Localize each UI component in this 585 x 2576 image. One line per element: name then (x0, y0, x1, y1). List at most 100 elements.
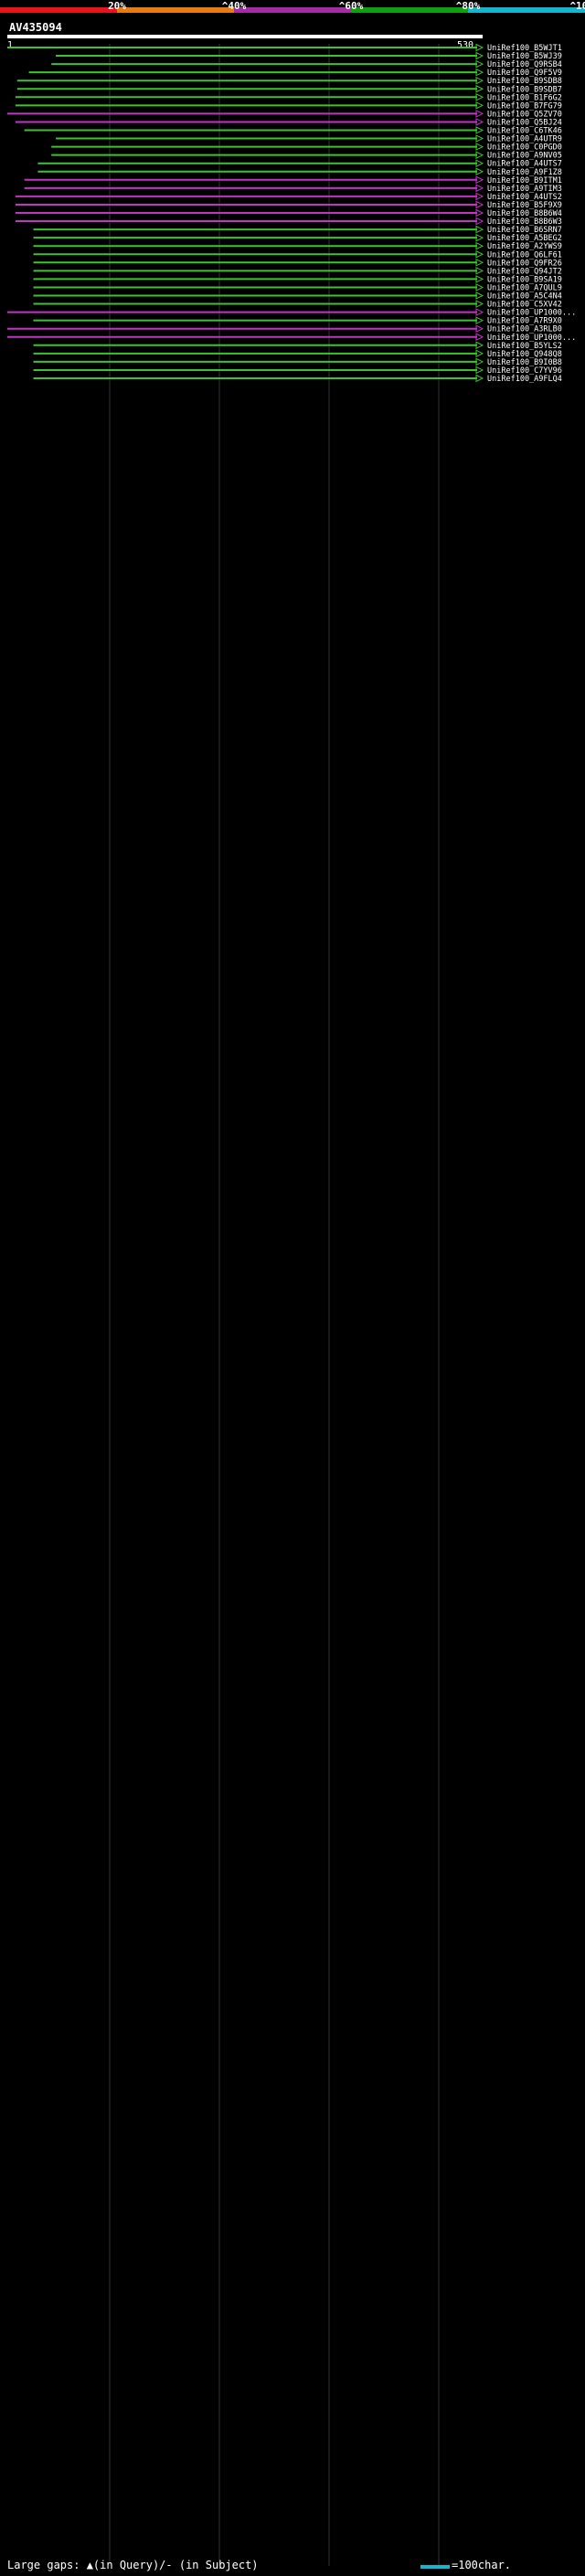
hit-end-arrow (475, 324, 484, 334)
hit-label[interactable]: UniRef100_A5C4N4 (487, 292, 562, 302)
legend-tick-label: ^40% (221, 0, 247, 12)
hit-end-arrow (475, 68, 484, 77)
legend-segment (117, 7, 235, 13)
hit-label[interactable]: UniRef100_UP1000... (487, 334, 576, 343)
hit-end-arrow (475, 225, 484, 234)
hit-label[interactable]: UniRef100_B9SA19 (487, 275, 562, 284)
hit-end-arrow (475, 143, 484, 151)
hit-end-arrow (475, 175, 484, 185)
hit-label[interactable]: UniRef100_A3RLB0 (487, 325, 562, 334)
hit-label[interactable]: UniRef100_B9SDB8 (487, 77, 562, 86)
hit-label[interactable]: UniRef100_B8B6W3 (487, 217, 562, 227)
hit-label[interactable]: UniRef100_C5XV42 (487, 301, 562, 310)
hit-label[interactable]: UniRef100_A4UTS7 (487, 160, 562, 169)
hit-end-arrow (475, 192, 484, 201)
hit-label[interactable]: UniRef100_C6TK46 (487, 127, 562, 136)
hit-end-arrow (475, 316, 484, 324)
legend-segment (468, 7, 585, 13)
hit-label[interactable]: UniRef100_B5YLS2 (487, 342, 562, 351)
hit-label[interactable]: UniRef100_B6SRN7 (487, 226, 562, 235)
scale-start-label: 1 (7, 40, 14, 50)
hit-end-arrow (475, 101, 484, 110)
hit-end-arrow (475, 349, 484, 358)
hit-label[interactable]: UniRef100_B1F6G2 (487, 93, 562, 102)
hit-label[interactable]: UniRef100_A2YWS9 (487, 242, 562, 251)
hit-label[interactable]: UniRef100_Q9RSB4 (487, 60, 562, 69)
hit-label[interactable]: UniRef100_A5BEG2 (487, 234, 562, 243)
hit-end-arrow (475, 151, 484, 159)
hit-end-arrow (475, 292, 484, 300)
hit-end-arrow (475, 341, 484, 350)
hit-end-arrow (475, 118, 484, 126)
legend-tick-label: ^100% (569, 0, 585, 12)
legend-tick-label: ^80% (455, 0, 481, 12)
legend-segment (0, 7, 118, 13)
hit-end-arrow (475, 283, 484, 292)
hit-end-arrow (475, 51, 484, 60)
hit-end-arrow (475, 59, 484, 69)
hit-end-arrow (475, 308, 484, 316)
footer-scale-swatch (420, 2565, 450, 2569)
hit-end-arrow (475, 374, 484, 383)
hit-label[interactable]: UniRef100_B5F9X9 (487, 201, 562, 210)
hit-end-arrow (475, 233, 484, 242)
legend-segment (234, 7, 352, 13)
hit-end-arrow (475, 76, 484, 85)
hit-end-arrow (475, 110, 484, 118)
hit-end-arrow (475, 258, 484, 267)
hit-end-arrow (475, 159, 484, 168)
hit-label[interactable]: UniRef100_C0PGD0 (487, 143, 562, 153)
hit-label[interactable]: UniRef100_A7QUL9 (487, 283, 562, 292)
hit-label[interactable]: UniRef100_Q9FR26 (487, 259, 562, 268)
hit-label[interactable]: UniRef100_B5WJT1 (487, 44, 562, 53)
hit-end-arrow (475, 217, 484, 226)
hit-end-arrow (475, 357, 484, 366)
hit-label[interactable]: UniRef100_A9NV05 (487, 152, 562, 161)
hit-end-arrow (475, 44, 484, 52)
legend-tick-label: ^60% (338, 0, 364, 12)
hit-label[interactable]: UniRef100_A9F1Z8 (487, 168, 562, 177)
query-bar-rect (7, 35, 483, 38)
score-color-legend (0, 7, 585, 13)
hit-label[interactable]: UniRef100_B9I0B8 (487, 358, 562, 367)
hit-label[interactable]: UniRef100_A7R9X0 (487, 317, 562, 326)
hit-label[interactable]: UniRef100_A9TIM3 (487, 185, 562, 194)
hit-end-arrow (475, 241, 484, 250)
hit-label[interactable]: UniRef100_Q948Q8 (487, 350, 562, 359)
hit-end-arrow (475, 184, 484, 193)
hit-end-arrow (475, 167, 484, 176)
hit-label[interactable]: UniRef100_Q5ZV70 (487, 110, 562, 119)
footer-scale-swatch-rect (420, 2565, 450, 2569)
footer-gap-legend: Large gaps: ▲(in Query)/- (in Subject) (7, 2559, 259, 2571)
hit-label[interactable]: UniRef100_Q9F5V9 (487, 69, 562, 78)
footer-scale-label: =100char. (452, 2559, 512, 2571)
hit-label[interactable]: UniRef100_A9FLQ4 (487, 375, 562, 384)
hit-end-arrow (475, 92, 484, 101)
hit-label[interactable]: UniRef100_B9SDB7 (487, 85, 562, 94)
query-id: AV435094 (9, 21, 62, 34)
hit-end-arrow (475, 300, 484, 308)
hit-end-arrow (475, 134, 484, 143)
hit-label[interactable]: UniRef100_A4UTR9 (487, 135, 562, 144)
scale-end-label: 530 (457, 40, 474, 50)
hit-end-arrow (475, 126, 484, 134)
alignment-hits: UniRef100_B5WJT1UniRef100_B5WJ39UniRef10… (7, 44, 576, 2566)
legend-segment (351, 7, 469, 13)
hit-label[interactable]: UniRef100_C7YV96 (487, 366, 562, 376)
hit-label[interactable]: UniRef100_B9ITM1 (487, 176, 562, 186)
hit-label[interactable]: UniRef100_Q6LF61 (487, 250, 562, 260)
hit-end-arrow (475, 208, 484, 217)
hit-end-arrow (475, 200, 484, 209)
hit-label[interactable]: UniRef100_Q5BJ24 (487, 118, 562, 127)
hit-label[interactable]: UniRef100_B7FG79 (487, 101, 562, 111)
hit-label[interactable]: UniRef100_UP1000... (487, 309, 576, 318)
hit-label[interactable]: UniRef100_B8B6W4 (487, 209, 562, 218)
hit-label[interactable]: UniRef100_Q94JT2 (487, 267, 562, 276)
hit-end-arrow (475, 333, 484, 342)
hit-label[interactable]: UniRef100_B5WJ39 (487, 52, 562, 61)
query-bar (7, 35, 483, 38)
hit-end-arrow (475, 267, 484, 275)
hit-end-arrow (475, 275, 484, 283)
hit-label[interactable]: UniRef100_A4UTS2 (487, 193, 562, 202)
hit-end-arrow (475, 366, 484, 375)
